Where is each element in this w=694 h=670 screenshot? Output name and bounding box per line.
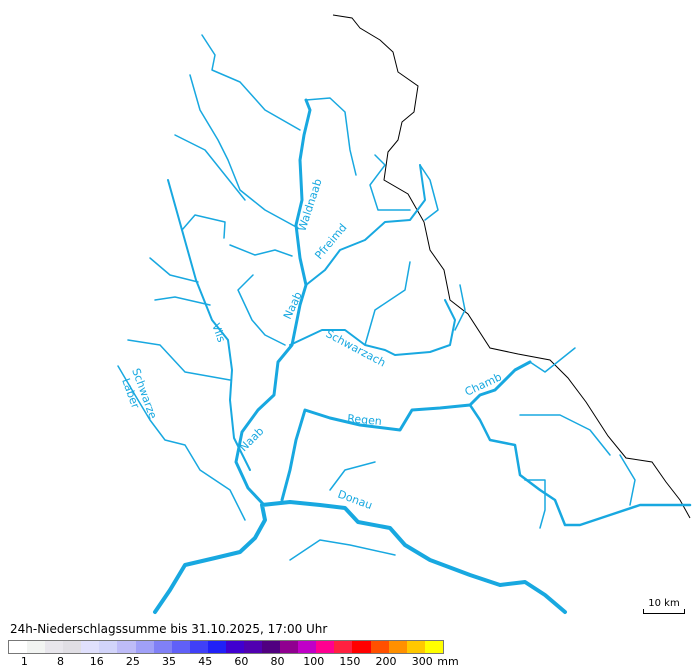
river-tributary [201,34,301,131]
legend-color-cell [406,641,425,653]
scale-line [643,609,685,614]
river-tributary [127,339,231,381]
legend-title: 24h-Niederschlagssumme bis 31.10.2025, 1… [10,622,328,636]
river-map: Waldnaab Pfreimd Naab Vils Schwarzach Sc… [117,14,692,614]
scale-bar: 10 km [643,598,685,614]
river-tributary [237,274,286,346]
legend-color-cell [352,641,371,653]
river-tributary [524,479,546,529]
legend-tick: 25 [125,655,140,668]
legend-color-cell [99,641,118,653]
legend-color-cell [81,641,100,653]
legend-color-cell [298,641,317,653]
river-tributary [149,257,199,283]
river-schwarzach [289,299,456,356]
label-regen: Regen [347,412,383,428]
river-schwarze-laber [117,365,246,521]
legend-tick: 100 [303,655,325,668]
legend-color-cell [27,641,46,653]
river-regen [280,360,532,502]
legend-color-cell [9,641,28,653]
river-tributary [529,347,576,373]
legend-color-cell [262,641,281,653]
scale-label: 10 km [648,598,680,609]
legend-tick: 1 [20,655,28,668]
legend-tick: 60 [234,655,249,668]
legend-color-cell [280,641,299,653]
river-donau [153,500,567,614]
river-tributary [329,461,376,491]
river-tributary [364,261,411,346]
legend-color-cell [153,641,172,653]
river-tributary [229,244,293,257]
legend-color-cell [63,641,82,653]
legend-color-bar [8,640,444,654]
river-pfreimd [305,164,426,286]
label-naab-lower: Naab [237,425,266,454]
river-tributary [174,134,246,201]
legend-color-cell [189,641,208,653]
river-tributary [305,97,357,176]
legend-color-cell [316,641,335,653]
legend-color-cell [117,641,136,653]
river-tributary [181,214,226,239]
legend-color-cell [244,641,263,653]
legend-color-cell [135,641,154,653]
river-vils [167,179,251,471]
river-tributary [289,539,396,561]
label-vils: Vils [209,322,228,345]
legend-color-cell [45,641,64,653]
legend-color-cell [424,641,443,653]
river-waldnaab [234,98,312,507]
legend-tick: 300 [411,655,433,668]
label-pfreimd: Pfreimd [312,221,349,262]
state-border [332,14,691,519]
legend-color-cell [207,641,226,653]
river-regen-upper [468,403,692,527]
legend-tick: 35 [162,655,177,668]
legend-tick: 8 [57,655,65,668]
legend-tick: 16 [89,655,104,668]
legend-color-cell [225,641,245,653]
legend-color-cell [171,641,190,653]
legend-tick: 200 [375,655,397,668]
legend-tick: 80 [270,655,285,668]
river-tributary [454,284,466,331]
river-tributary [154,296,211,306]
river-tributary [189,74,299,229]
river-tributary [419,164,439,221]
legend-tick: 45 [198,655,213,668]
river-tributary [619,454,636,506]
river-tributary [369,154,411,211]
legend-color-cell [370,641,389,653]
legend-unit: mm [437,655,459,668]
legend-color-cell [388,641,407,653]
river-tributary [519,414,611,456]
legend-tick: 150 [339,655,361,668]
legend-color-cell [334,641,353,653]
